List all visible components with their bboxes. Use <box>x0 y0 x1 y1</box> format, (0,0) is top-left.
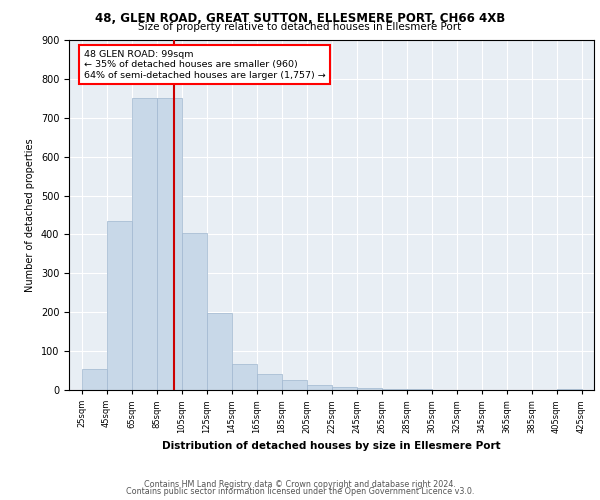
Bar <box>182 232 206 390</box>
Bar <box>206 314 232 390</box>
Bar <box>82 368 107 390</box>
Text: Contains HM Land Registry data © Crown copyright and database right 2024.: Contains HM Land Registry data © Crown c… <box>144 480 456 489</box>
Bar <box>131 98 157 390</box>
Bar <box>407 389 431 390</box>
Bar <box>382 389 407 390</box>
Bar <box>157 98 182 390</box>
Bar <box>307 384 332 390</box>
Text: 48 GLEN ROAD: 99sqm
← 35% of detached houses are smaller (960)
64% of semi-detac: 48 GLEN ROAD: 99sqm ← 35% of detached ho… <box>84 50 326 80</box>
Y-axis label: Number of detached properties: Number of detached properties <box>25 138 35 292</box>
Bar <box>332 387 356 390</box>
Text: 48, GLEN ROAD, GREAT SUTTON, ELLESMERE PORT, CH66 4XB: 48, GLEN ROAD, GREAT SUTTON, ELLESMERE P… <box>95 12 505 26</box>
Bar <box>557 389 581 390</box>
Bar <box>356 388 382 390</box>
Bar <box>281 380 307 390</box>
Text: Size of property relative to detached houses in Ellesmere Port: Size of property relative to detached ho… <box>139 22 461 32</box>
Text: Contains public sector information licensed under the Open Government Licence v3: Contains public sector information licen… <box>126 488 474 496</box>
Bar <box>257 374 281 390</box>
Bar <box>107 221 131 390</box>
X-axis label: Distribution of detached houses by size in Ellesmere Port: Distribution of detached houses by size … <box>162 441 501 451</box>
Bar <box>232 364 257 390</box>
